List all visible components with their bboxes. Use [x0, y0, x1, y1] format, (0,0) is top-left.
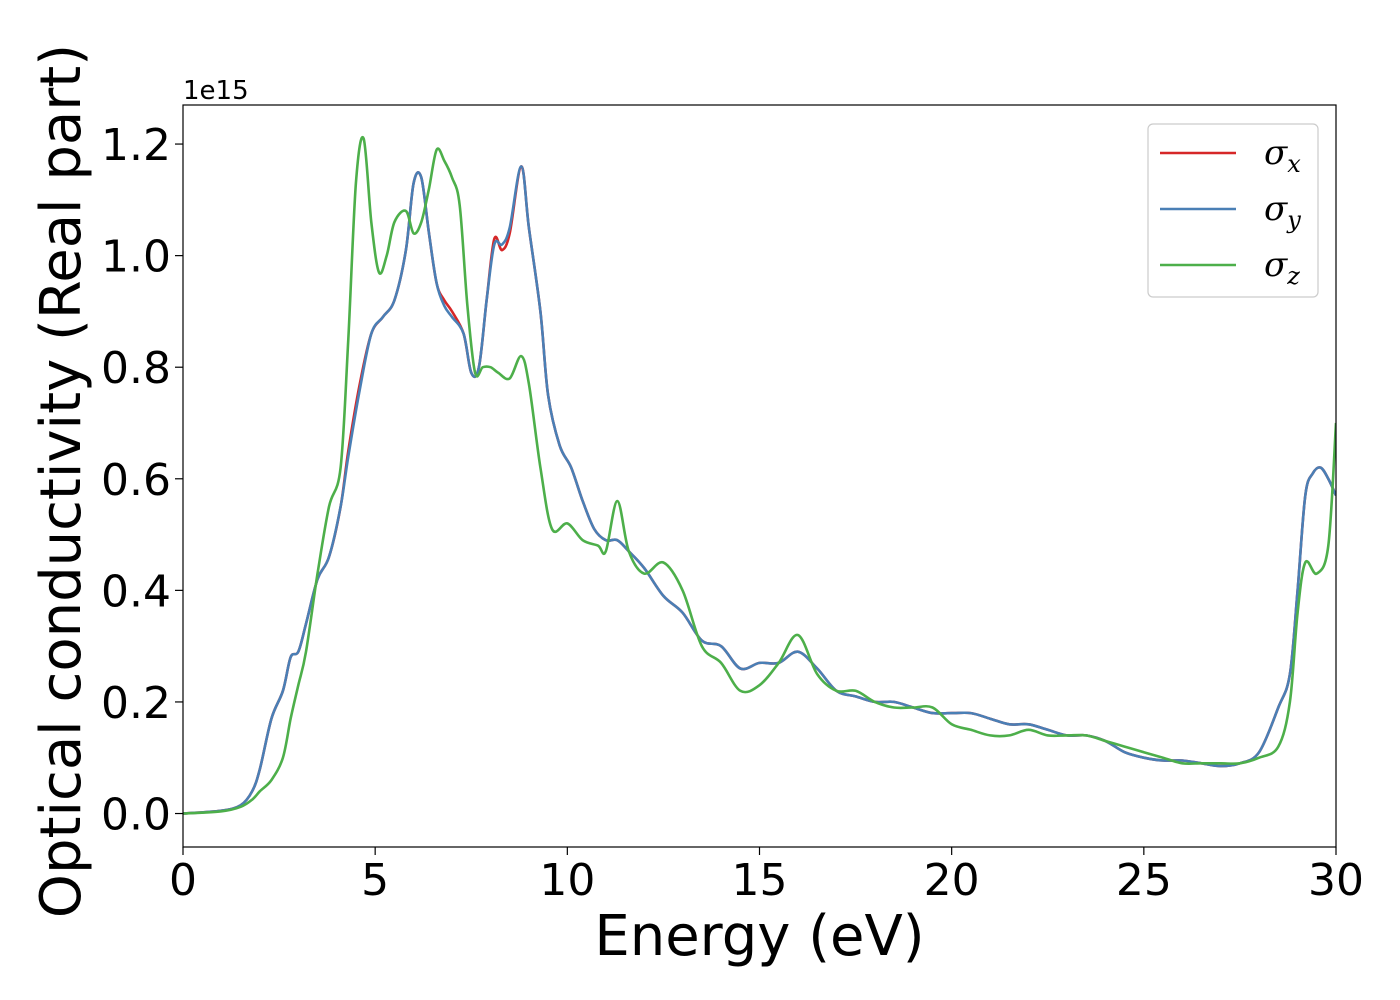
x-tick-label: 15	[732, 855, 788, 906]
y-tick-label: 0.6	[101, 455, 171, 506]
x-axis-label: Energy (eV)	[594, 904, 924, 969]
y-tick-label: 1.0	[101, 232, 171, 283]
y-axis-ticks: 0.0 0.2 0.4 0.6 0.8 1.0 1.2	[101, 120, 183, 841]
y-tick-label: 1.2	[101, 120, 171, 171]
y-tick-label: 0.4	[101, 566, 171, 617]
x-axis-ticks: 0 5 10 15 20 25 30	[169, 847, 1364, 906]
x-tick-label: 30	[1308, 855, 1364, 906]
x-tick-label: 10	[539, 855, 595, 906]
legend-label-x: σx	[1264, 133, 1301, 178]
x-tick-label: 20	[924, 855, 980, 906]
x-tick-label: 0	[169, 855, 197, 906]
legend-box	[1147, 123, 1319, 298]
y-axis-label: Optical conductivity (Real part)	[29, 44, 94, 918]
x-tick-label: 25	[1116, 855, 1172, 906]
y-tick-label: 0.0	[101, 790, 171, 841]
y-tick-label: 0.8	[101, 343, 171, 394]
x-tick-label: 5	[361, 855, 389, 906]
y-offset-label: 1e15	[183, 76, 249, 106]
series-line-z	[183, 135, 1336, 815]
series-layer	[183, 135, 1336, 815]
series-line-y	[183, 165, 1336, 815]
legend: σx σy σz	[1147, 123, 1319, 298]
legend-label-z: σz	[1264, 245, 1300, 290]
y-tick-label: 0.2	[101, 678, 171, 729]
legend-label-y: σy	[1264, 189, 1301, 234]
